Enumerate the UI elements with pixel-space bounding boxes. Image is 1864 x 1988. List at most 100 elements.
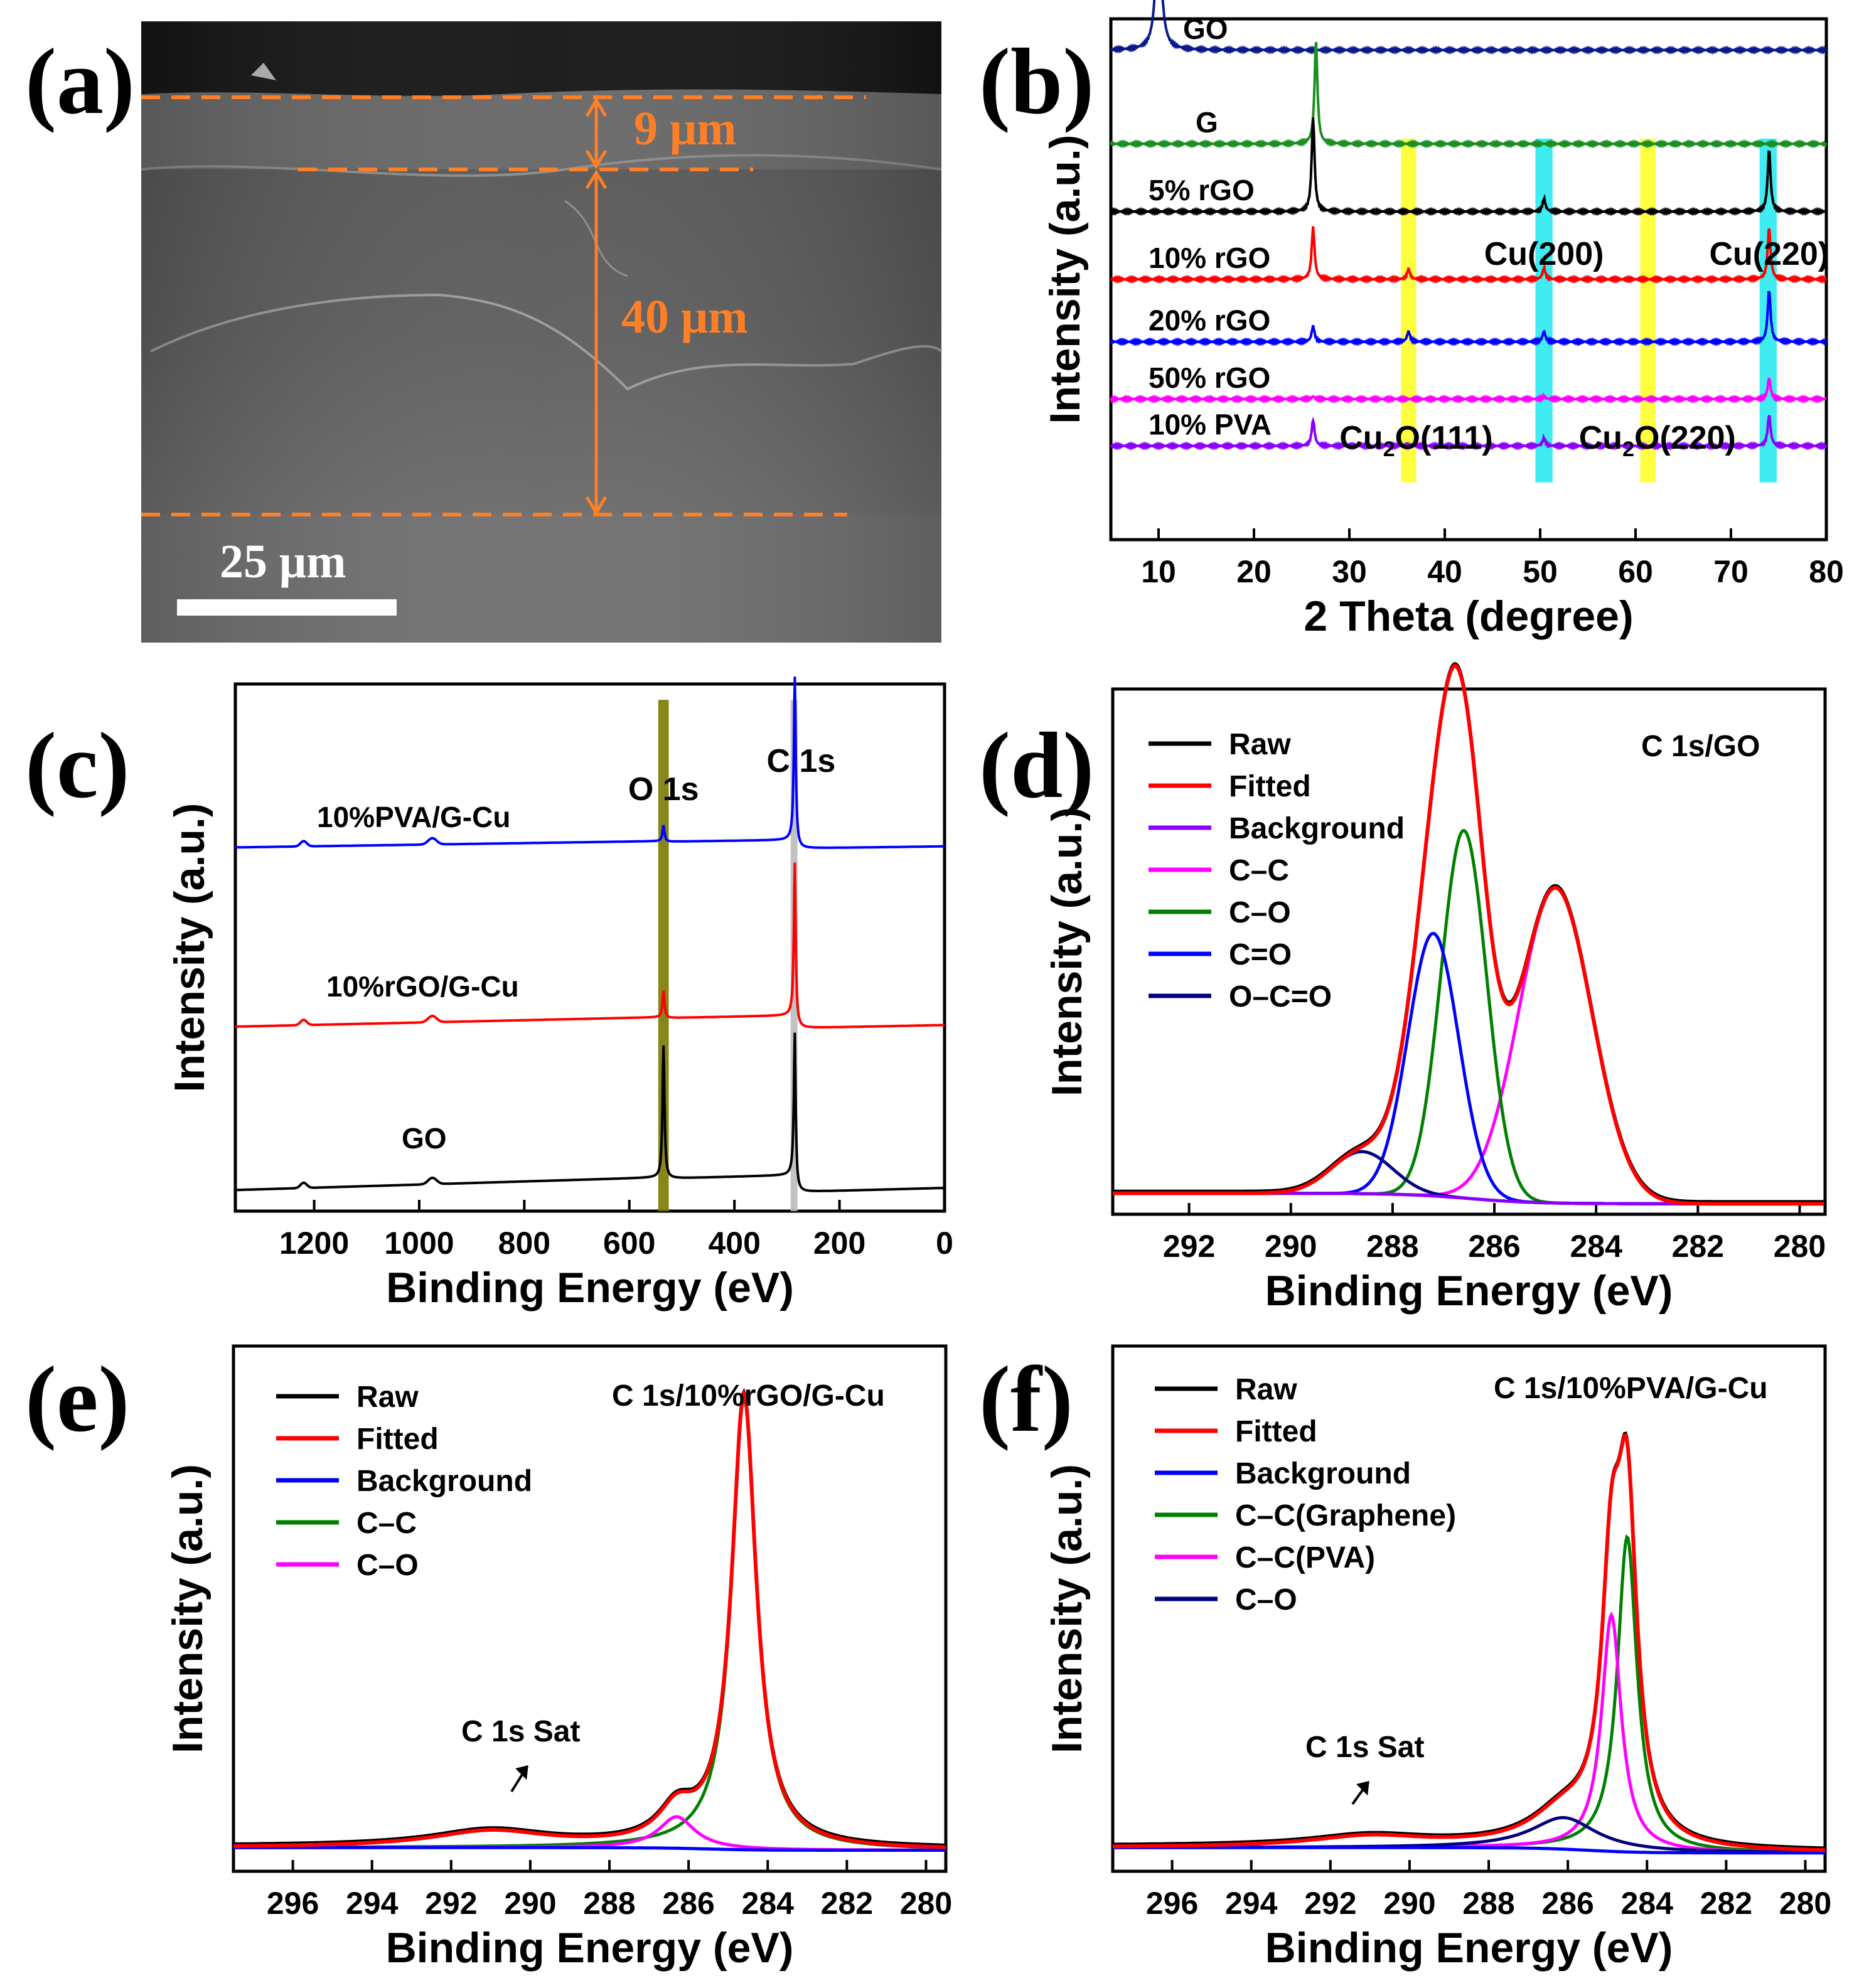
annotation: Cu2O(220)	[1579, 420, 1736, 461]
component-line	[1113, 1534, 1825, 1854]
legend-label: C–C	[1229, 854, 1289, 887]
highlight-band	[1401, 138, 1417, 483]
x-tick-label: 284	[1570, 1229, 1622, 1264]
legend-label: Raw	[356, 1381, 419, 1414]
x-tick-label: 40	[1427, 554, 1462, 589]
x-tick-label: 290	[1265, 1229, 1317, 1264]
highlight-band	[1640, 138, 1656, 483]
legend-label: Background	[1229, 812, 1405, 845]
x-tick-label: 292	[425, 1886, 477, 1921]
series-label: 50% rGO	[1149, 361, 1270, 394]
component-line	[233, 1394, 946, 1849]
chart-d: 292 290 288 286 284 282 280 Binding Energy (eV)…	[1043, 662, 1826, 1315]
background-line	[233, 1846, 946, 1852]
x-tick-label: 292	[1304, 1886, 1356, 1921]
panel-letter-e: (e)	[25, 1347, 129, 1451]
component-line	[1113, 886, 1824, 1205]
panel-letter-b: (b)	[979, 29, 1094, 134]
x-axis-label: Binding Energy (eV)	[386, 1924, 794, 1972]
x-tick-label: 1000	[384, 1226, 454, 1261]
series-line	[235, 862, 945, 1029]
raw-line	[233, 1387, 946, 1847]
series-line	[1110, 415, 1828, 451]
legend-label: Fitted	[1229, 770, 1311, 803]
x-tick-label: 290	[1383, 1886, 1435, 1921]
legend-label: C–O	[356, 1549, 419, 1582]
series-label: G	[1196, 106, 1218, 139]
x-tick-label: 50	[1523, 554, 1558, 589]
panel-letter-c: (c)	[25, 713, 129, 818]
label-40um: 40 μm	[621, 291, 747, 343]
x-tick-label: 282	[821, 1886, 873, 1921]
x-tick-label: 400	[708, 1226, 760, 1261]
x-tick-label: 10	[1141, 554, 1176, 589]
component-line	[1113, 931, 1824, 1205]
chart-e: 296 294 292 290 288 286 284 282 280 Binding Energ…	[164, 1379, 952, 1972]
x-tick-label: 288	[1462, 1886, 1514, 1921]
x-axis-label: 2 Theta (degree)	[1304, 592, 1633, 640]
y-axis-label: Intensity (a.u.)	[1043, 1464, 1091, 1753]
series-line	[1110, 41, 1828, 149]
x-tick-label: 282	[1700, 1886, 1752, 1921]
plot-frame-d	[1111, 687, 1827, 1216]
x-tick-label: 292	[1163, 1229, 1215, 1264]
x-tick-label: 800	[498, 1226, 550, 1261]
legend-label: C=O	[1229, 938, 1292, 971]
scalebar	[177, 599, 397, 616]
x-tick-label: 294	[1225, 1886, 1278, 1921]
x-tick-label: 200	[813, 1226, 865, 1261]
x-tick-label: 288	[1366, 1229, 1418, 1264]
highlight-band	[1535, 138, 1553, 483]
y-axis-label: Intensity (a.u.)	[166, 803, 213, 1093]
legend-label: C–C(Graphene)	[1235, 1499, 1456, 1532]
series-line	[235, 676, 945, 849]
legend-label: Raw	[1235, 1373, 1297, 1406]
label-9um: 9 μm	[634, 102, 736, 155]
x-tick-label: 280	[900, 1886, 952, 1921]
y-axis-label: Intensity (a.u.)	[164, 1464, 212, 1753]
plot-frame-c	[233, 682, 946, 1213]
series-label: 10% rGO	[1149, 242, 1270, 274]
fitted-line	[233, 1389, 946, 1849]
panel-letter-a: (a)	[25, 29, 135, 134]
legend-label: Raw	[1229, 728, 1291, 761]
y-axis-label: Intensity (a.u.)	[1041, 135, 1089, 424]
highlight-band	[658, 700, 669, 1211]
background-line	[1113, 1846, 1825, 1855]
legend-label: C–O	[1235, 1583, 1297, 1617]
x-tick-label: 282	[1672, 1229, 1724, 1264]
x-tick-label: 0	[936, 1226, 953, 1261]
x-tick-label: 280	[1779, 1886, 1831, 1921]
x-tick-label: 280	[1774, 1229, 1826, 1264]
chart-b: 10 20 30 40 50 60 70 80 2 Theta (degree) Intensit…	[1041, 0, 1844, 640]
x-tick-label: 70	[1713, 554, 1749, 589]
fitted-line	[1113, 1433, 1825, 1852]
annotation: C 1s Sat	[1305, 1731, 1424, 1764]
series-label: GO	[1183, 13, 1228, 45]
legend-label: C–C	[356, 1507, 417, 1540]
annotation-arrowhead	[1356, 1781, 1369, 1796]
panel-letter-f: (f)	[979, 1347, 1073, 1451]
series-line	[1110, 117, 1827, 216]
annotation: C 1s	[767, 743, 836, 779]
x-tick-label: 20	[1236, 554, 1272, 589]
x-tick-label: 290	[504, 1886, 556, 1921]
series-label: 10% PVA	[1149, 409, 1272, 441]
annotation: O 1s	[628, 771, 699, 808]
series-label: GO	[402, 1122, 447, 1155]
x-tick-label: 288	[583, 1886, 635, 1921]
x-tick-label: 284	[1621, 1886, 1674, 1921]
x-tick-label: 80	[1809, 554, 1844, 589]
legend-label: Background	[356, 1465, 532, 1498]
label-scalebar: 25 μm	[220, 535, 346, 588]
series-line	[235, 1032, 945, 1192]
legend-label: Fitted	[1235, 1415, 1317, 1448]
x-tick-label: 30	[1332, 554, 1367, 589]
series-line	[1110, 291, 1828, 347]
legend-label: C–C(PVA)	[1235, 1541, 1375, 1574]
annotation-arrowhead	[515, 1765, 528, 1780]
x-axis-label: Binding Energy (eV)	[386, 1264, 794, 1312]
y-axis-label: Intensity (a.u.)	[1043, 807, 1091, 1096]
plot-frame-f	[1111, 1344, 1827, 1873]
series-line	[1110, 0, 1828, 55]
